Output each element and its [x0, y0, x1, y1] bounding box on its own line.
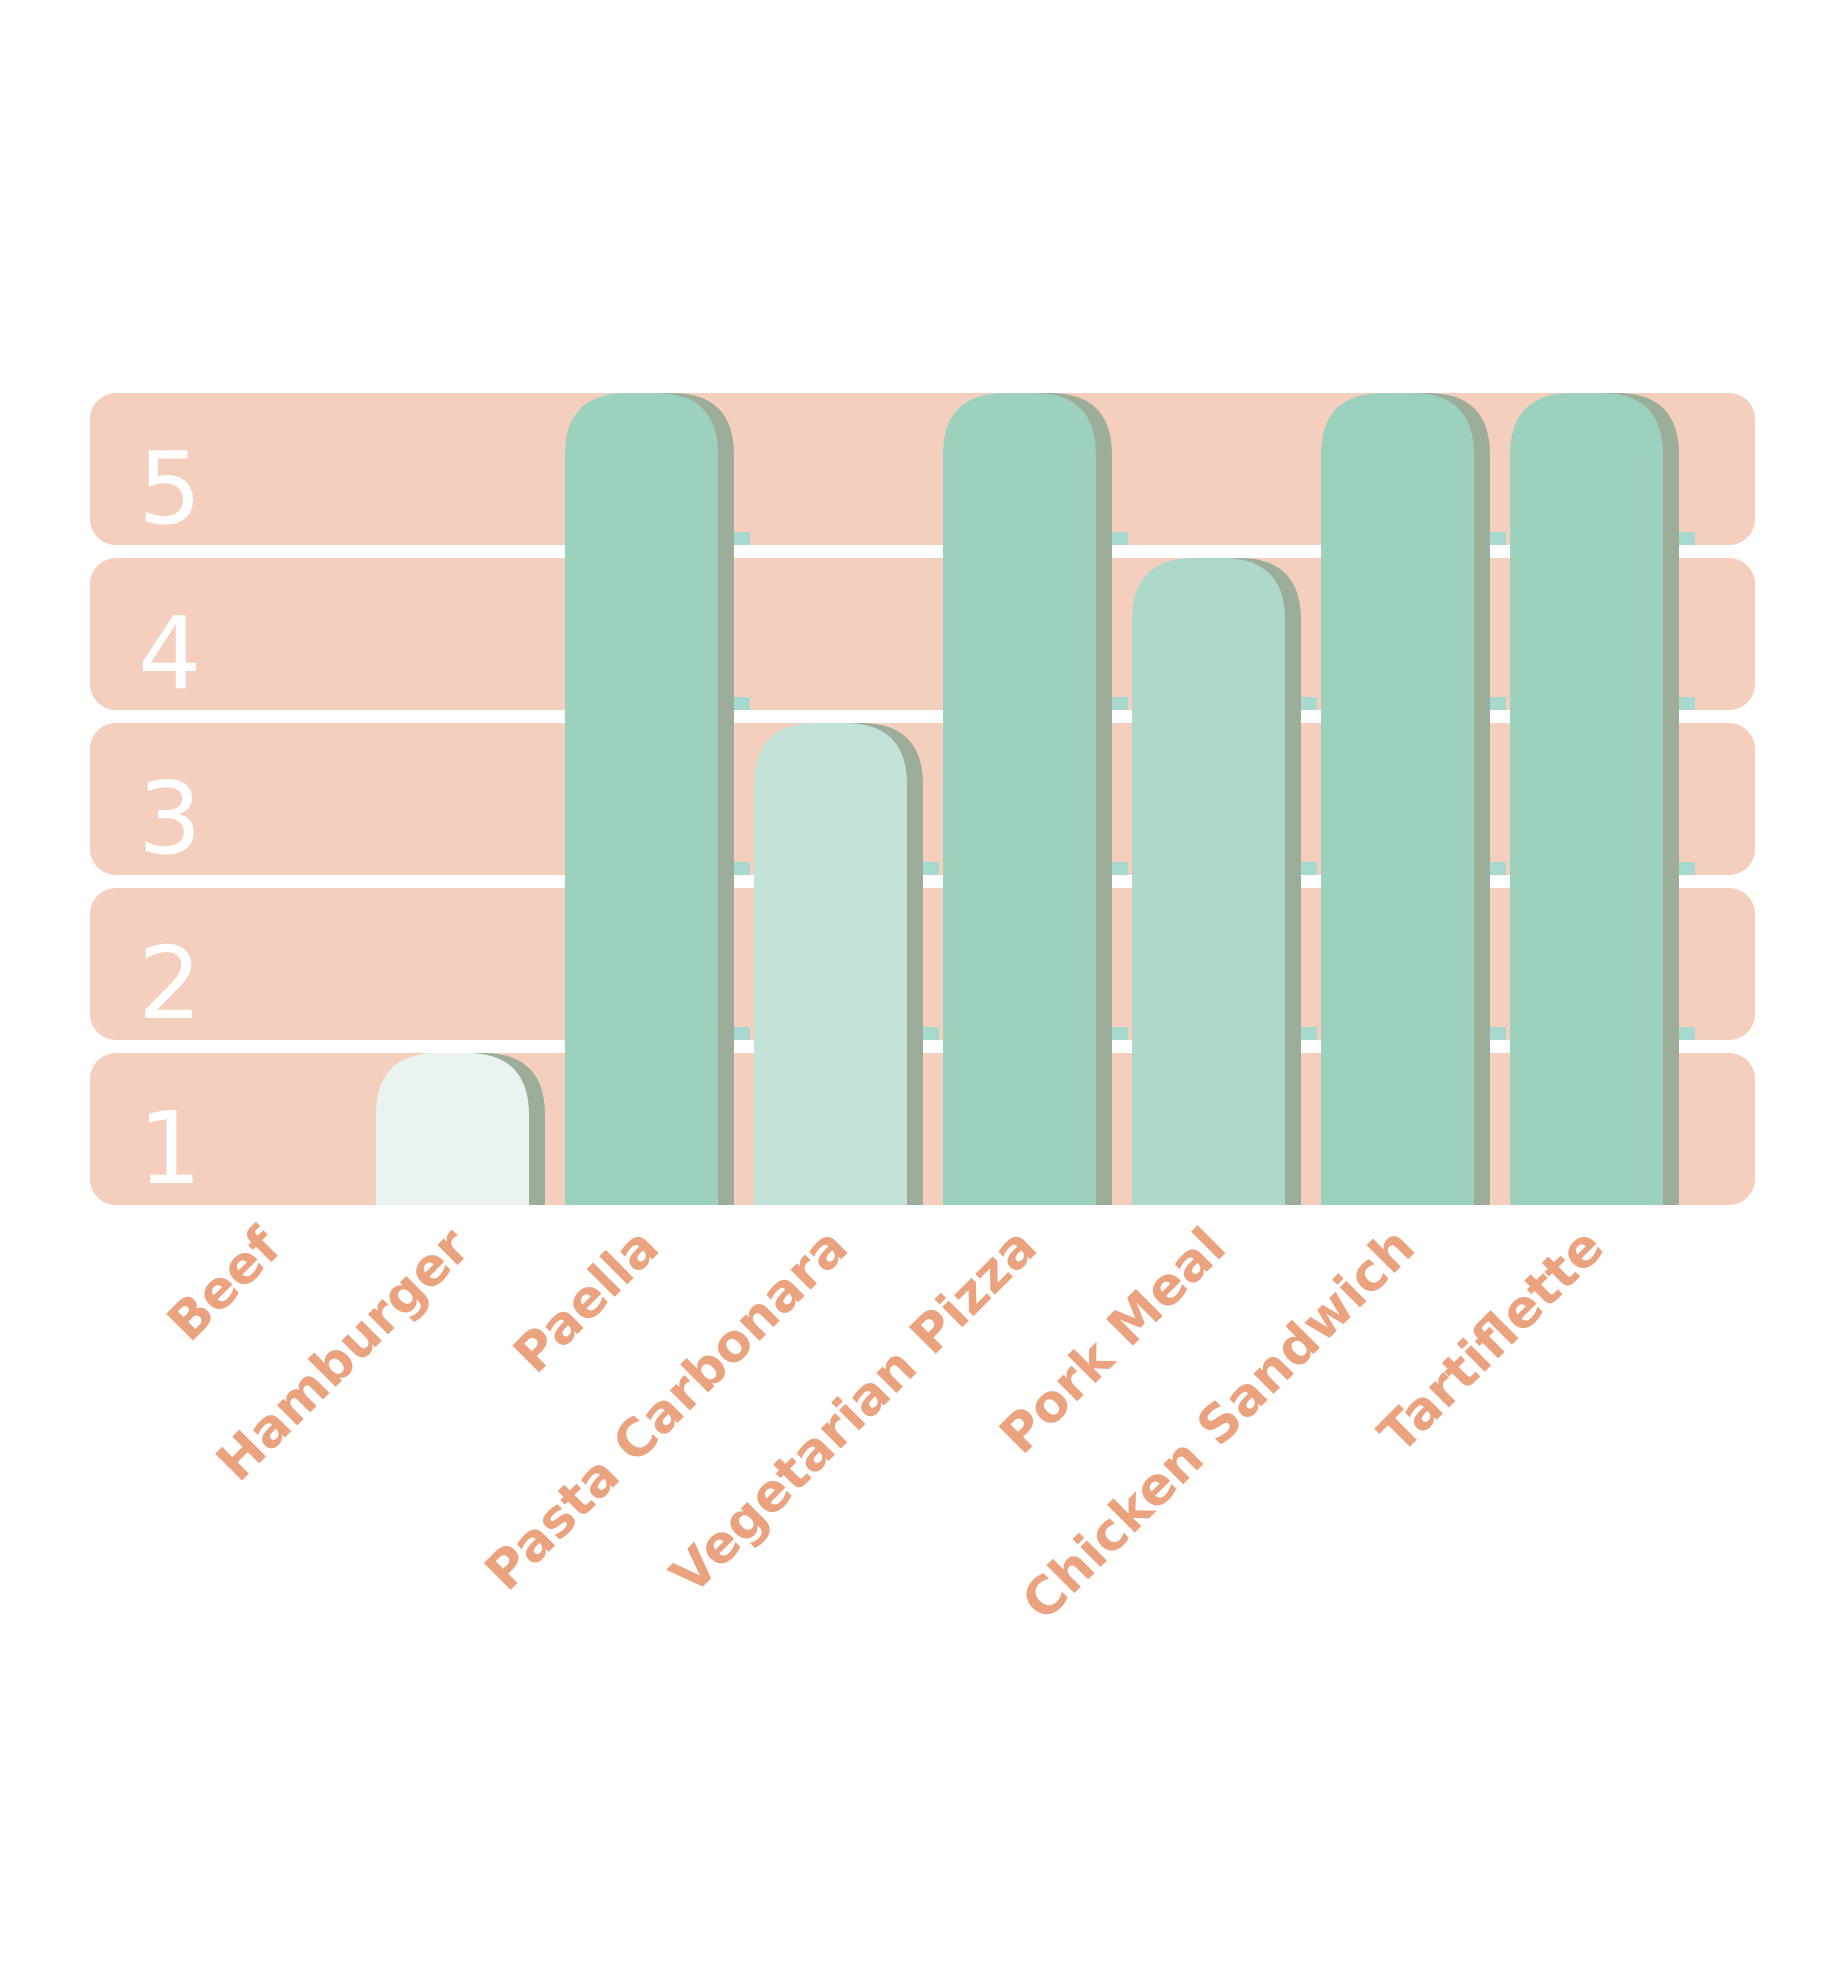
bar-vegetarian-pizza	[943, 393, 1096, 1205]
x-tick-label-beef: Beef	[156, 1216, 293, 1353]
y-tick-layer: 1 2 3 4 5	[138, 430, 202, 1207]
y-tick-label-2: 2	[138, 925, 202, 1042]
bars-layer	[376, 393, 1679, 1205]
band-5	[90, 393, 1755, 545]
band-4	[90, 558, 1755, 710]
bar-hamburger	[376, 1053, 529, 1205]
x-tick-label-pasta-carbonara: Pasta Carbonara	[474, 1217, 860, 1603]
y-tick-label-4: 4	[138, 595, 202, 712]
x-tick-label-paella: Paella	[503, 1217, 671, 1385]
bar-pork-meal	[1132, 558, 1285, 1205]
bar-chicken-sandwich	[1321, 393, 1474, 1205]
bar-paella	[565, 393, 718, 1205]
y-tick-label-1: 1	[138, 1090, 202, 1207]
bar-tartiflette	[1510, 393, 1663, 1205]
bar-pasta-carbonara	[754, 723, 907, 1205]
x-tick-label-chicken-sandwich: Chicken Sandwich	[1011, 1217, 1427, 1633]
y-tick-label-5: 5	[138, 430, 202, 547]
x-tick-label-vegetarian-pizza: Vegetarian Pizza	[660, 1217, 1049, 1606]
y-tick-label-3: 3	[138, 760, 202, 877]
